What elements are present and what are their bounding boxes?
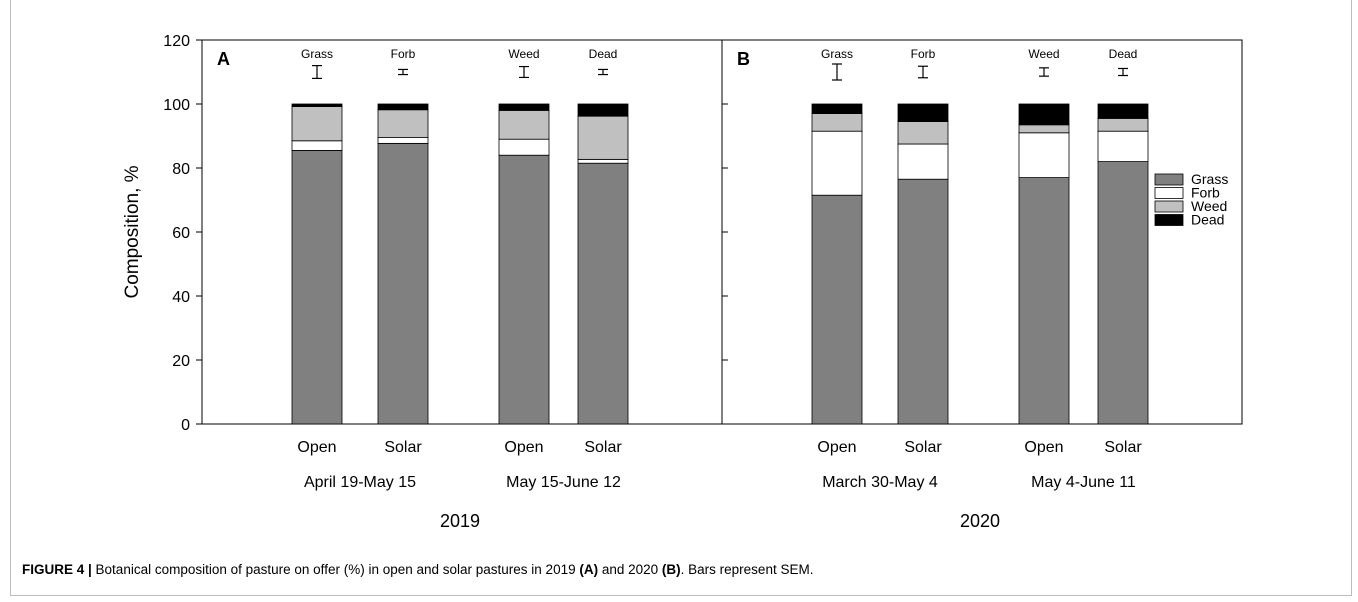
bar-B-2-weed xyxy=(1018,124,1070,134)
period-label-A-0: April 19-May 15 xyxy=(304,474,416,491)
bar-B-2-grass xyxy=(1018,177,1070,425)
y-axis-label: Composition, % xyxy=(122,165,143,298)
bar-A-0-forb xyxy=(291,140,343,151)
caption-text-1: Botanical composition of pasture on offe… xyxy=(91,562,580,577)
caption-ref-a: (A) xyxy=(579,562,599,577)
legend-label-forb: Forb xyxy=(1191,185,1220,201)
x-tick-label-B-1: Solar xyxy=(904,439,942,456)
x-tick-label-B-0: Open xyxy=(817,439,856,456)
sem-label-B-grass: Grass xyxy=(821,47,853,61)
bar-B-3-forb xyxy=(1097,130,1149,162)
bar-A-1-dead xyxy=(377,103,429,111)
bar-A-0-weed xyxy=(291,106,343,142)
sem-label-A-dead: Dead xyxy=(589,47,618,61)
x-tick-label-A-1: Solar xyxy=(384,439,422,456)
y-tick-label-20: 20 xyxy=(172,353,190,370)
sem-label-A-grass: Grass xyxy=(301,47,333,61)
bar-B-1-dead xyxy=(897,103,949,123)
bar-B-1-weed xyxy=(897,121,949,145)
bar-B-1-grass xyxy=(897,178,949,425)
caption-text-3: . Bars represent SEM. xyxy=(680,562,814,577)
year-label-B: 2020 xyxy=(960,511,1000,531)
bar-B-2-dead xyxy=(1018,103,1070,126)
legend-label-weed: Weed xyxy=(1191,198,1227,214)
legend-label-grass: Grass xyxy=(1191,171,1228,187)
bar-B-2-forb xyxy=(1018,132,1070,179)
bar-A-3-grass xyxy=(577,162,629,425)
bar-A-3-weed xyxy=(577,115,629,160)
bar-B-3-weed xyxy=(1097,118,1149,132)
bar-B-0-weed xyxy=(811,113,863,132)
composition-chart: 0 20 40 60 80 100 120 Composition, % A Open Solar O… xyxy=(122,33,1243,531)
bar-B-0-dead xyxy=(811,103,863,115)
sem-label-A-forb: Forb xyxy=(391,47,416,61)
x-tick-label-B-2: Open xyxy=(1024,439,1063,456)
legend-swatch-forb xyxy=(1154,187,1184,199)
y-tick-label-80: 80 xyxy=(172,161,190,178)
bar-A-2-weed xyxy=(498,110,550,140)
bar-A-2-grass xyxy=(498,154,550,425)
caption-figure-label: FIGURE 4 | xyxy=(22,562,92,577)
y-tick-label-40: 40 xyxy=(172,289,190,306)
legend-label-dead: Dead xyxy=(1191,212,1224,228)
figure-frame xyxy=(10,0,1352,596)
y-tick-label-100: 100 xyxy=(163,97,190,114)
x-tick-label-B-3: Solar xyxy=(1104,439,1142,456)
bar-A-1-weed xyxy=(377,109,429,139)
bar-A-1-forb xyxy=(377,137,429,144)
y-tick-label-120: 120 xyxy=(163,33,190,50)
year-label-A: 2019 xyxy=(440,511,480,531)
caption-text-2: and 2020 xyxy=(598,562,662,577)
x-tick-label-A-0: Open xyxy=(297,439,336,456)
bar-A-1-grass xyxy=(377,142,429,425)
x-tick-label-A-3: Solar xyxy=(584,439,622,456)
legend-swatch-dead xyxy=(1154,214,1184,226)
bar-B-3-dead xyxy=(1097,103,1149,119)
bar-B-1-forb xyxy=(897,143,949,180)
bar-B-0-forb xyxy=(811,130,863,196)
bar-A-3-forb xyxy=(577,158,629,164)
caption-ref-b: (B) xyxy=(661,562,681,577)
legend-swatch-weed xyxy=(1154,200,1184,213)
sem-label-B-weed: Weed xyxy=(1028,47,1059,61)
y-tick-label-0: 0 xyxy=(181,417,190,434)
y-tick-label-60: 60 xyxy=(172,225,190,242)
legend-swatch-grass xyxy=(1154,173,1184,186)
bar-A-2-dead xyxy=(498,103,550,111)
sem-label-A-weed: Weed xyxy=(508,47,539,61)
bar-A-2-forb xyxy=(498,138,550,156)
bar-B-3-grass xyxy=(1097,161,1149,425)
bar-A-3-dead xyxy=(577,103,629,117)
period-label-B-0: March 30-May 4 xyxy=(822,474,938,491)
panel-label-B: B xyxy=(737,49,750,69)
bar-B-0-grass xyxy=(811,194,863,425)
x-tick-label-A-2: Open xyxy=(504,439,543,456)
sem-label-B-dead: Dead xyxy=(1109,47,1138,61)
figure-caption: FIGURE 4 | Botanical composition of past… xyxy=(22,562,813,577)
bar-A-0-dead xyxy=(291,103,343,107)
period-label-B-1: May 4-June 11 xyxy=(1031,474,1136,491)
panel-label-A: A xyxy=(217,49,230,69)
sem-label-B-forb: Forb xyxy=(911,47,936,61)
period-label-A-1: May 15-June 12 xyxy=(506,474,621,491)
bar-A-0-grass xyxy=(291,149,343,425)
